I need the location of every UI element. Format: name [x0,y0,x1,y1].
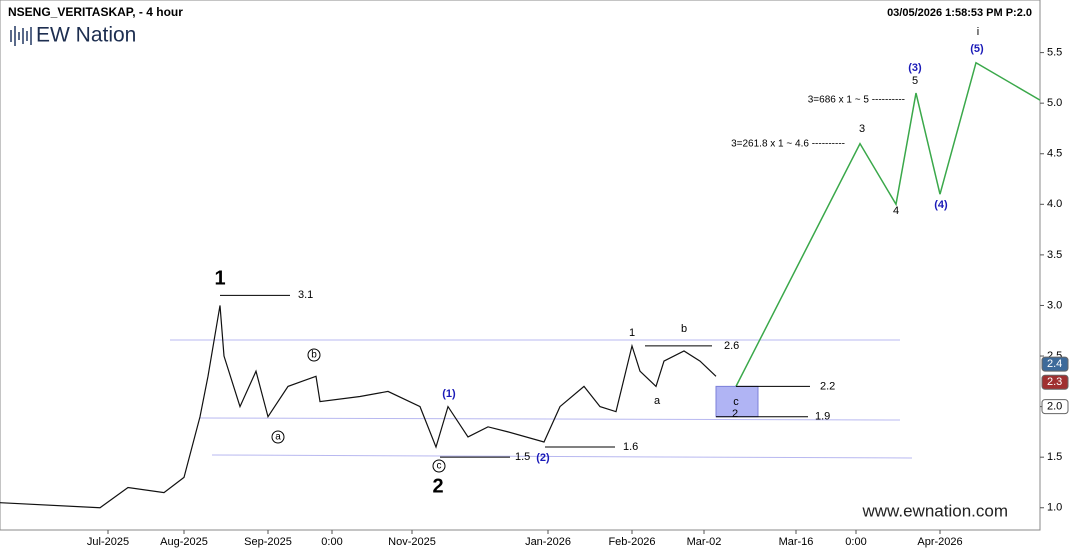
wave-label: b [681,323,687,335]
wave-label: a [275,432,281,443]
x-tick-label: Aug-2025 [160,536,208,548]
channel-line [199,417,901,421]
annotation: 3=686 x 1 ~ 5 ---------- [808,95,905,106]
wave-circle [307,348,321,362]
level-label: 1.5 [515,451,530,463]
x-tick-label: Jan-2026 [525,536,571,548]
wave-label: 2 [432,475,443,497]
price-marker-label: 2.3 [1047,376,1062,388]
y-tick-label: 1.0 [1047,502,1062,514]
level-label: 1.9 [815,411,830,423]
x-tick-label: 0:00 [845,536,866,548]
wave-label: 2 [732,408,738,420]
wave-label: 1 [214,267,225,289]
target-zone [715,385,759,418]
wave-label: (3) [908,62,922,74]
annotation: 3=261.8 x 1 ~ 4.6 ---------- [731,139,845,150]
plot-frame [0,0,1041,531]
wave-label: a [654,395,661,407]
wave-label: (2) [536,452,550,464]
channel-line [211,454,913,459]
price-marker [1041,399,1069,415]
level-label: 3.1 [298,289,313,301]
level-label: 2.6 [724,340,739,352]
x-tick-label: Apr-2026 [917,536,962,548]
level-label: 1.6 [623,441,638,453]
logo-icon [10,26,32,46]
y-tick-label: 4.5 [1047,148,1062,160]
x-tick-label: Jul-2025 [87,536,129,548]
y-tick-label: 3.0 [1047,299,1062,311]
wave-label: (1) [442,388,456,400]
y-tick-label: 3.5 [1047,249,1062,261]
price-marker [1041,356,1069,372]
y-tick-label: 4.0 [1047,198,1062,210]
x-tick-label: Mar-16 [779,536,814,548]
price-marker [1041,374,1069,390]
wave-label: c [437,461,442,472]
wave-label: 5 [912,75,918,87]
wave-label: i [977,26,979,38]
chart-title: NSENG_VERITASKAP, - 4 hour [8,5,183,19]
timestamp: 03/05/2026 1:58:53 PM P:2.0 [887,7,1032,19]
price-marker-label: 2.0 [1047,401,1062,413]
x-tick-label: Sep-2025 [244,536,292,548]
price-line [0,305,717,509]
wave-label: c [733,396,739,408]
wave-circle [432,459,446,473]
x-tick-label: Nov-2025 [388,536,436,548]
projection-line [735,61,1041,387]
x-tick-label: Mar-02 [687,536,722,548]
y-tick-label: 5.0 [1047,97,1062,109]
wave-label: (5) [970,43,984,55]
level-label: 2.2 [820,380,835,392]
price-marker-label: 2.4 [1047,358,1062,370]
y-tick-label: 1.5 [1047,451,1062,463]
wave-label: 4 [893,205,899,217]
wave-label: b [311,350,317,361]
wave-circle [271,430,285,444]
wave-label: 1 [629,327,635,339]
logo: EW Nation [36,24,136,47]
y-tick-label: 5.5 [1047,47,1062,59]
x-tick-label: 0:00 [321,536,342,548]
wave-label: 3 [859,123,865,135]
wave-label: (4) [934,199,948,211]
x-tick-label: Feb-2026 [608,536,655,548]
watermark: www.ewnation.com [861,501,1008,520]
